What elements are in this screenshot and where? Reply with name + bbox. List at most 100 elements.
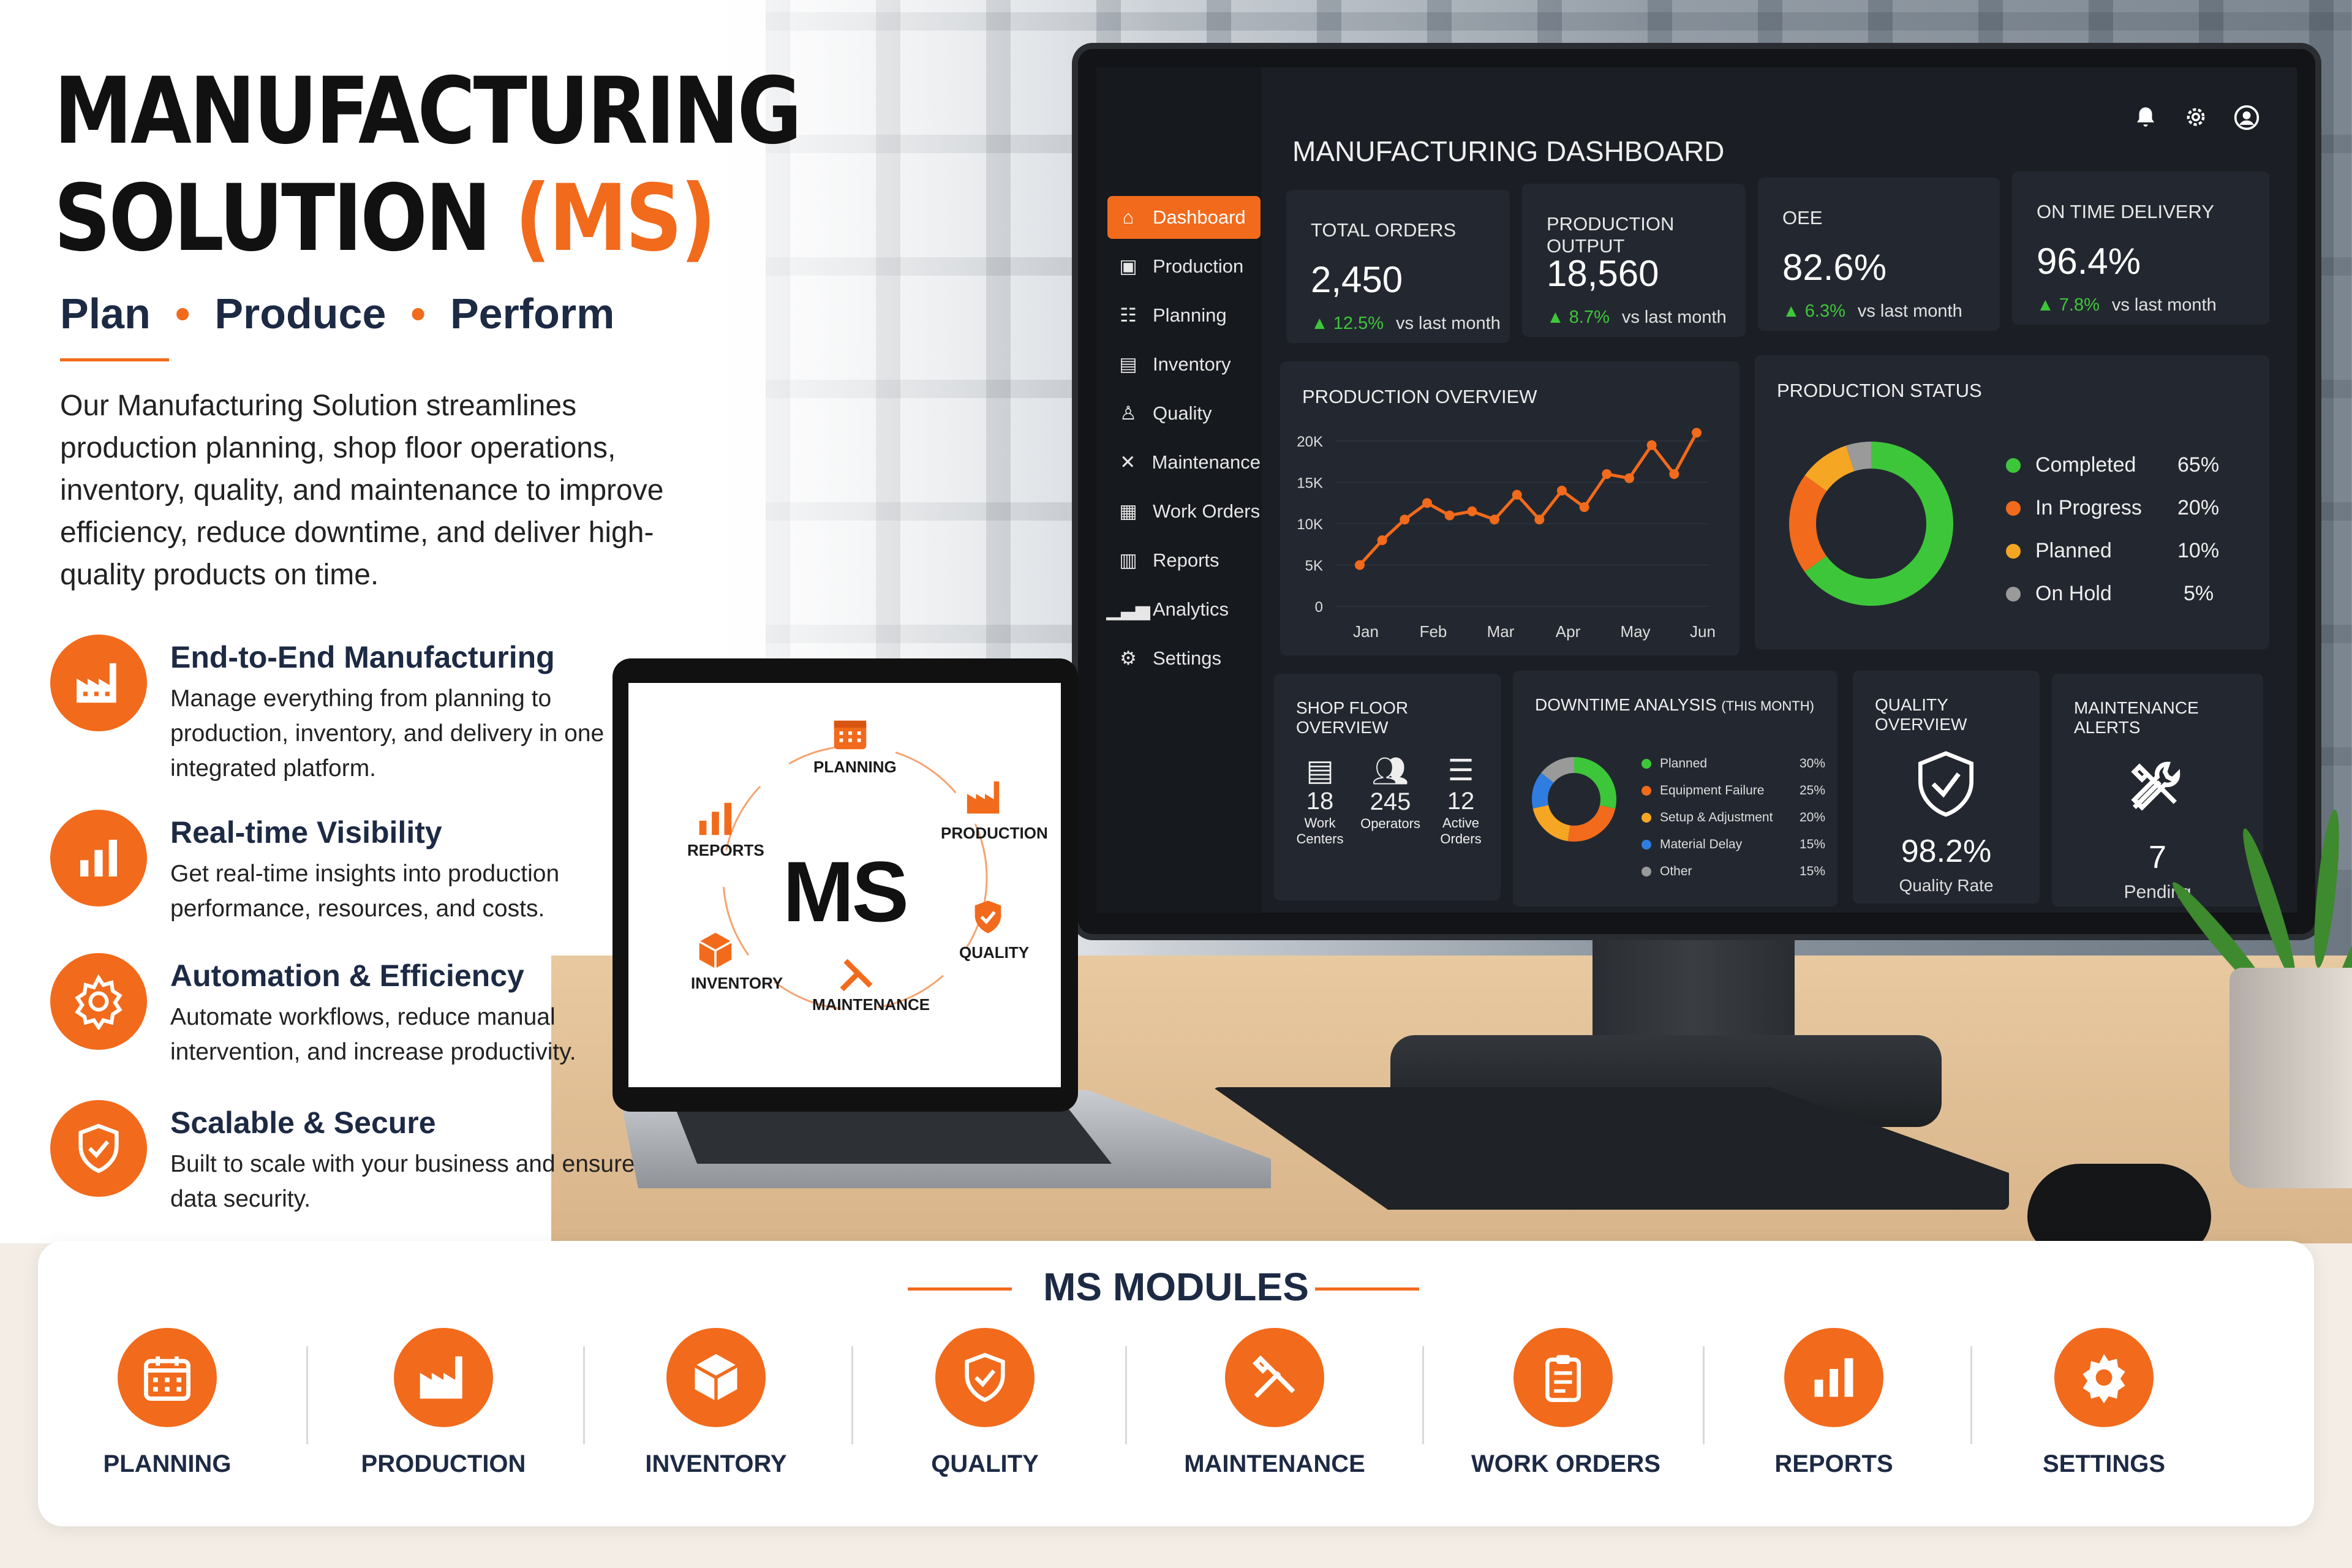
stat-label: Operators (1360, 816, 1420, 831)
legend-label: Completed (2035, 453, 2136, 477)
feature-desc: Get real-time insights into production p… (170, 861, 560, 922)
laptop-screen: MS PLANNING PRODUCTION QUALITY MAINTENAN… (628, 683, 1061, 1087)
module-maintenance[interactable]: MAINTENANCE (1183, 1328, 1366, 1478)
module-quality[interactable]: QUALITY (893, 1328, 1077, 1478)
gear-icon[interactable] (2183, 104, 2209, 130)
intro-paragraph: Our Manufacturing Solution streamlines p… (60, 390, 664, 591)
legend-swatch (2006, 543, 2021, 559)
quality-rate-value: 98.2% (1901, 834, 1992, 869)
stat-operators: 👥︎ 245 Operators (1357, 753, 1424, 832)
donut-slice (1532, 757, 1616, 842)
nav-label: Maintenance (1152, 451, 1261, 473)
kpi-value: 96.4% (2037, 241, 2141, 282)
nav-planning[interactable]: ☷ Planning (1107, 294, 1261, 337)
stat-num: 245 (1370, 788, 1411, 815)
gear-icon: ⚙ (1120, 647, 1137, 669)
legend-swatch (2006, 458, 2021, 473)
x-tick-label: Apr (1556, 622, 1581, 641)
module-reports[interactable]: REPORTS (1742, 1328, 1926, 1478)
module-label: QUALITY (931, 1450, 1039, 1477)
inventory-icon: ▤ (1119, 353, 1137, 375)
module-planning[interactable]: PLANNING (75, 1328, 259, 1478)
y-tick-label: 5K (1305, 558, 1323, 575)
laptop-label-maintenance: MAINTENANCE (812, 995, 930, 1014)
nav-dashboard[interactable]: ⌂ Dashboard (1107, 196, 1261, 239)
feature-desc: Manage everything from planning to produ… (170, 685, 605, 782)
legend-planned: Planned (2006, 539, 2112, 563)
nav-analytics[interactable]: ▁▃▅ Analytics (1106, 588, 1261, 631)
module-label: REPORTS (1774, 1450, 1893, 1477)
tagline: Plan • Produce • Perform (60, 290, 615, 337)
stat-work-centers: ▤ 18 Work Centers (1286, 753, 1354, 847)
laptop-label-inventory: INVENTORY (691, 974, 783, 992)
tagline-perform: Perform (450, 290, 615, 337)
x-tick-label: Feb (1420, 622, 1447, 641)
shop-floor-title: SHOP FLOOR OVERVIEW (1296, 698, 1409, 737)
module-work-orders[interactable]: WORK ORDERS (1471, 1328, 1660, 1478)
laptop: MS PLANNING PRODUCTION QUALITY MAINTENAN… (612, 658, 1078, 1112)
nav-work-orders[interactable]: ▦ Work Orders (1107, 490, 1261, 533)
downtime-legend-row: Material Delay 15% (1642, 837, 1825, 852)
gear-icon (2054, 1328, 2154, 1427)
legend-in-progress: In Progress (2006, 496, 2142, 520)
feature-desc: Built to scale with your business and en… (170, 1151, 635, 1212)
nav-label: Settings (1153, 647, 1222, 669)
shop-floor-card: SHOP FLOOR OVERVIEW ▤ 18 Work Centers 👥︎… (1274, 674, 1501, 900)
nav-reports[interactable]: ▥ Reports (1107, 539, 1261, 582)
data-point (1646, 440, 1657, 450)
kpi-delta-value: 12.5% (1333, 314, 1384, 333)
module-label: PRODUCTION (361, 1450, 526, 1477)
module-divider (1125, 1346, 1127, 1444)
nav-label: Analytics (1153, 598, 1229, 620)
data-point (1624, 473, 1634, 483)
laptop-label-reports: REPORTS (687, 841, 764, 859)
downtime-legend-row: Equipment Failure 25% (1642, 783, 1825, 798)
dashboard-screen: ⌂ Dashboard ▣ Production ☷ Planning ▤ Invent… (1096, 67, 2297, 913)
bell-icon[interactable] (2133, 104, 2158, 130)
data-point (1422, 498, 1432, 508)
downtime-title-text: DOWNTIME ANALYSIS (1535, 695, 1717, 714)
module-label: MAINTENANCE (1184, 1450, 1365, 1477)
legend-label: Setup & Adjustment (1660, 810, 1773, 824)
x-tick-label: May (1620, 622, 1650, 641)
legend-swatch (1642, 867, 1651, 876)
module-settings[interactable]: SETTINGS (2012, 1328, 2196, 1478)
nav-inventory[interactable]: ▤ Inventory (1107, 343, 1261, 386)
downtime-card: DOWNTIME ANALYSIS (THIS MONTH) Planned 30… (1513, 671, 1838, 907)
downtime-donut (1532, 757, 1616, 842)
production-overview-title: PRODUCTION OVERVIEW (1302, 386, 1537, 407)
nav-maintenance[interactable]: ✕ Maintenance (1107, 441, 1261, 484)
stat-label: Work Centers (1296, 815, 1344, 846)
legend-swatch (1642, 759, 1651, 769)
nav-label: Inventory (1153, 353, 1231, 375)
module-production[interactable]: PRODUCTION (352, 1328, 535, 1478)
bar-chart-icon (1784, 1328, 1883, 1427)
box-icon (690, 925, 741, 976)
downtime-title: DOWNTIME ANALYSIS (THIS MONTH) (1535, 695, 1814, 715)
module-divider (1422, 1346, 1424, 1444)
downtime-legend-row: Planned 30% (1642, 756, 1825, 771)
stat-active-orders: ☰ 12 Active Orders (1424, 753, 1498, 847)
donut-slice (1532, 757, 1616, 842)
legend-swatch (1642, 813, 1651, 823)
nav-settings[interactable]: ⚙ Settings (1107, 637, 1261, 680)
production-series-line (1359, 432, 1698, 567)
user-icon[interactable] (2233, 104, 2260, 131)
title-rule-left (908, 1287, 1012, 1291)
hero-title-line1: MANUFACTURING (54, 58, 802, 165)
kpi-delta-text: vs last month (2111, 295, 2217, 315)
nav-quality[interactable]: ♙ Quality (1107, 392, 1261, 435)
kpi-value: 82.6% (1782, 247, 1887, 288)
shield-check-icon (962, 891, 1014, 943)
tagline-produce: Produce (214, 290, 386, 337)
module-label: WORK ORDERS (1471, 1450, 1660, 1477)
planning-icon: ☷ (1120, 304, 1137, 326)
module-inventory[interactable]: INVENTORY (624, 1328, 808, 1478)
kpi-label: TOTAL ORDERS (1311, 219, 1457, 241)
kpi-value: 2,450 (1311, 259, 1403, 300)
stat-num: 18 (1306, 788, 1334, 815)
legend-pct: 20% (1799, 810, 1825, 824)
module-divider (1703, 1346, 1705, 1444)
dashboard-title: MANUFACTURING DASHBOARD (1292, 135, 1725, 167)
nav-production[interactable]: ▣ Production (1107, 245, 1261, 288)
